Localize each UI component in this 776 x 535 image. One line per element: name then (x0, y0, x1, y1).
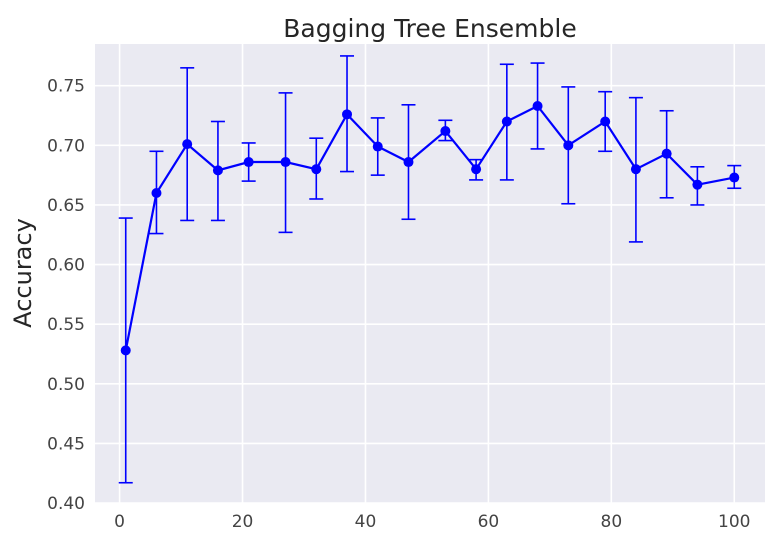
y-tick-label: 0.55 (47, 315, 85, 335)
data-point (692, 179, 703, 190)
x-tick-label: 40 (355, 512, 377, 532)
chart-title: Bagging Tree Ensemble (283, 14, 576, 43)
y-axis-label: Accuracy (9, 218, 37, 328)
x-tick-labels: 0 20 40 60 80 100 (114, 512, 750, 532)
y-tick-label: 0.60 (47, 256, 85, 276)
data-point (471, 164, 482, 175)
plot-background (95, 44, 765, 503)
y-tick-label: 0.75 (47, 77, 85, 97)
data-point (182, 139, 193, 150)
data-point (243, 157, 254, 168)
data-point (120, 345, 131, 356)
data-point (280, 157, 291, 168)
y-tick-label: 0.40 (47, 494, 85, 514)
y-tick-label: 0.70 (47, 136, 85, 156)
data-point (532, 100, 543, 111)
data-point (501, 116, 512, 127)
data-point (403, 157, 414, 168)
data-point (600, 116, 611, 127)
y-tick-label: 0.45 (47, 434, 85, 454)
y-tick-labels: 0.40 0.45 0.50 0.55 0.60 0.65 0.70 0.75 (47, 77, 85, 514)
data-point (729, 172, 740, 183)
data-point (342, 109, 353, 120)
x-tick-label: 60 (478, 512, 500, 532)
data-point (661, 148, 672, 159)
x-tick-label: 0 (114, 512, 125, 532)
x-tick-label: 20 (232, 512, 254, 532)
data-point (630, 164, 641, 175)
data-points (120, 100, 740, 356)
y-tick-label: 0.65 (47, 196, 85, 216)
series-polyline (124, 104, 735, 351)
data-point (563, 140, 574, 151)
data-point (372, 141, 383, 152)
data-point (151, 188, 162, 199)
x-tick-label: 100 (718, 512, 750, 532)
data-point (440, 126, 451, 137)
x-tick-label: 80 (601, 512, 623, 532)
y-tick-label: 0.50 (47, 375, 85, 395)
series-line (124, 104, 735, 351)
data-point (311, 164, 322, 175)
data-point (212, 165, 223, 176)
